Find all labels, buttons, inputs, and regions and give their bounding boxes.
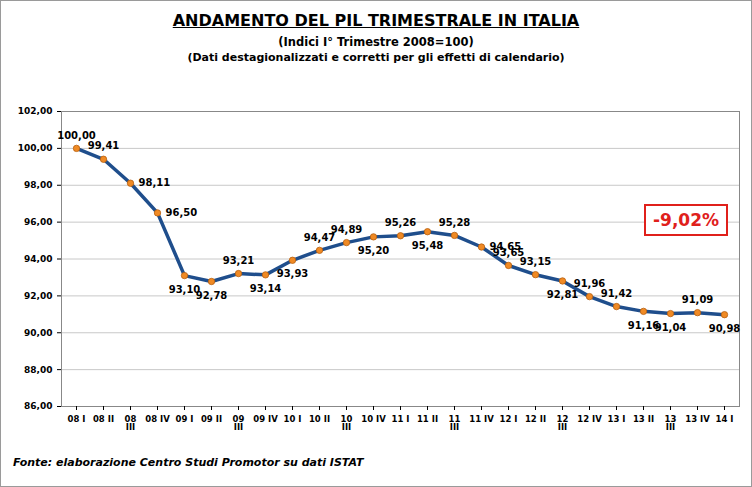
svg-text:11 II: 11 II bbox=[417, 414, 438, 424]
svg-text:92,78: 92,78 bbox=[196, 290, 228, 301]
svg-text:10 II: 10 II bbox=[309, 414, 330, 424]
svg-text:10 I: 10 I bbox=[284, 414, 302, 424]
svg-text:94,00: 94,00 bbox=[24, 254, 52, 264]
svg-text:102,00: 102,00 bbox=[18, 106, 53, 116]
svg-text:13 II: 13 II bbox=[633, 414, 654, 424]
svg-text:11III: 11III bbox=[449, 414, 461, 433]
svg-text:91,16: 91,16 bbox=[627, 319, 660, 331]
svg-text:98,00: 98,00 bbox=[24, 180, 52, 190]
svg-text:94,89: 94,89 bbox=[331, 224, 363, 235]
svg-text:13III: 13III bbox=[665, 414, 677, 433]
html-text:ANDAMENTO DEL PIL TRIMESTRALE: ANDAMENTO DEL PIL TRIMESTRALE IN ITALIA bbox=[172, 11, 580, 30]
svg-text:14 I: 14 I bbox=[716, 414, 734, 424]
svg-text:95,26: 95,26 bbox=[385, 217, 417, 228]
svg-text:94,47: 94,47 bbox=[303, 231, 336, 243]
svg-text:92,81: 92,81 bbox=[547, 289, 579, 300]
svg-text:93,10: 93,10 bbox=[168, 283, 201, 295]
svg-text:92,00: 92,00 bbox=[24, 291, 52, 301]
svg-text:93,21: 93,21 bbox=[223, 255, 255, 266]
svg-text:13 I: 13 I bbox=[608, 414, 626, 424]
svg-text:93,15: 93,15 bbox=[520, 256, 552, 267]
svg-text:09 II: 09 II bbox=[201, 414, 222, 424]
svg-text:91,04: 91,04 bbox=[655, 322, 687, 333]
svg-text:94,65: 94,65 bbox=[490, 241, 522, 252]
svg-text:95,28: 95,28 bbox=[439, 217, 471, 228]
svg-text:12 IV: 12 IV bbox=[577, 414, 602, 424]
svg-text:100,00: 100,00 bbox=[57, 130, 96, 141]
svg-text:91,42: 91,42 bbox=[601, 288, 633, 299]
html-text:(Dati destagionalizzati e corr: (Dati destagionalizzati e corretti per g… bbox=[187, 51, 565, 64]
svg-text:96,00: 96,00 bbox=[24, 217, 52, 227]
html-text:(Indici I° Trimestre 2008=100): (Indici I° Trimestre 2008=100) bbox=[278, 35, 474, 49]
svg-text:08 I: 08 I bbox=[68, 414, 86, 424]
svg-text:93,14: 93,14 bbox=[250, 283, 282, 294]
svg-text:86,00: 86,00 bbox=[24, 401, 52, 411]
svg-text:12III: 12III bbox=[557, 414, 569, 433]
svg-text:08 II: 08 II bbox=[93, 414, 114, 424]
svg-text:10III: 10III bbox=[341, 414, 353, 433]
svg-text:09III: 09III bbox=[233, 414, 245, 433]
html-text:Fonte: elaborazione Centro Stu: Fonte: elaborazione Centro Studi Promoto… bbox=[13, 456, 364, 469]
svg-text:10 IV: 10 IV bbox=[361, 414, 386, 424]
svg-text:91,09: 91,09 bbox=[682, 294, 714, 305]
svg-text:93,93: 93,93 bbox=[277, 268, 309, 279]
svg-text:12 II: 12 II bbox=[525, 414, 546, 424]
svg-text:09 I: 09 I bbox=[176, 414, 194, 424]
svg-text:100,00: 100,00 bbox=[18, 143, 53, 153]
svg-text:12 I: 12 I bbox=[500, 414, 518, 424]
svg-text:13 IV: 13 IV bbox=[685, 414, 710, 424]
svg-text:90,00: 90,00 bbox=[24, 328, 52, 338]
svg-text:96,50: 96,50 bbox=[166, 207, 198, 218]
svg-text:98,11: 98,11 bbox=[139, 177, 171, 188]
svg-text:11 IV: 11 IV bbox=[469, 414, 494, 424]
svg-text:09 IV: 09 IV bbox=[253, 414, 278, 424]
svg-text:08III: 08III bbox=[125, 414, 137, 433]
svg-text:11 I: 11 I bbox=[392, 414, 410, 424]
svg-text:95,48: 95,48 bbox=[412, 240, 444, 251]
svg-text:99,41: 99,41 bbox=[88, 140, 120, 151]
svg-text:08 IV: 08 IV bbox=[145, 414, 170, 424]
html-text:-9,02%: -9,02% bbox=[653, 210, 719, 230]
svg-text:91,96: 91,96 bbox=[573, 277, 606, 289]
svg-text:88,00: 88,00 bbox=[24, 365, 52, 375]
svg-text:95,20: 95,20 bbox=[358, 245, 390, 256]
svg-text:90,98: 90,98 bbox=[709, 323, 741, 334]
